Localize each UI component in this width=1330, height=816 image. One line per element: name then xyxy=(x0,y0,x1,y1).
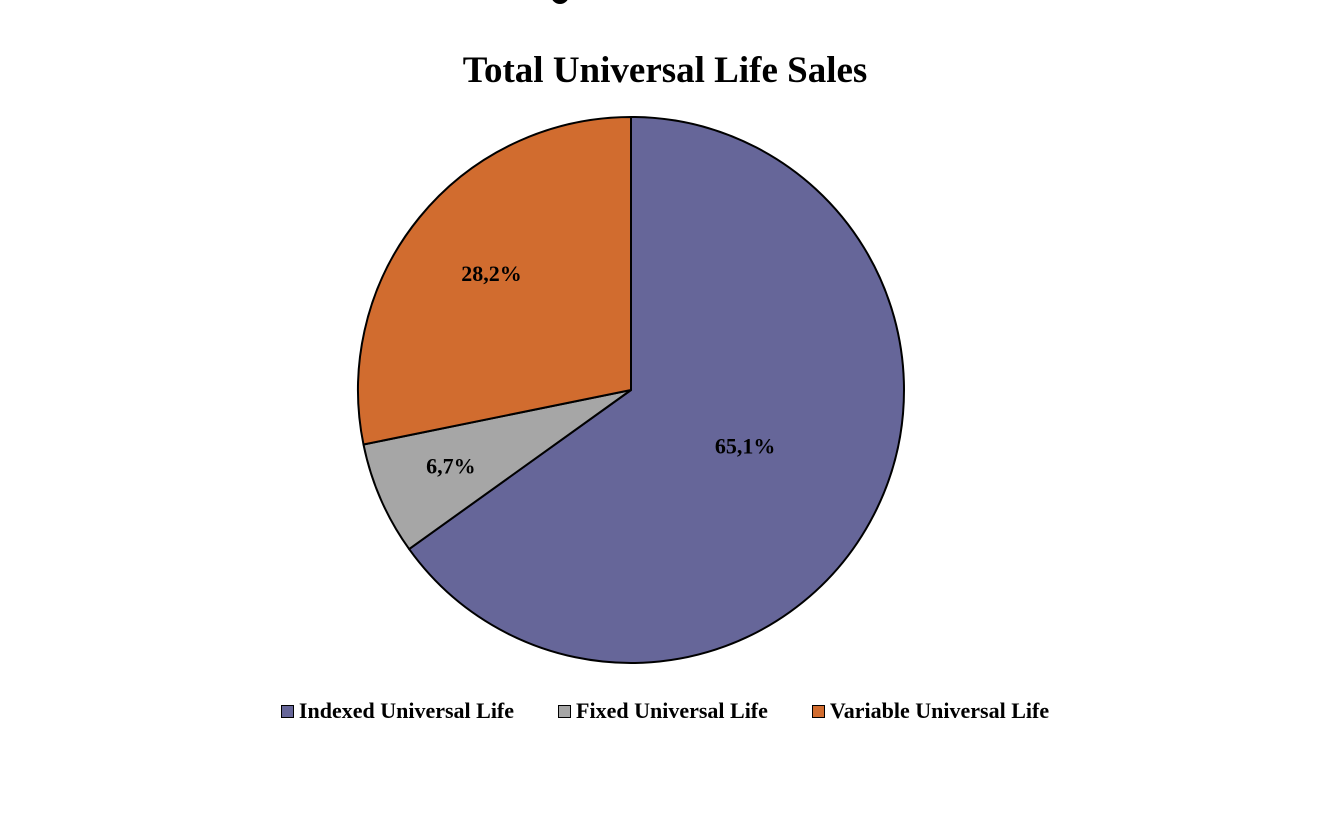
cropped-mark xyxy=(551,0,569,4)
legend-label-indexed: Indexed Universal Life xyxy=(298,698,515,723)
legend-item-indexed: Indexed Universal Life xyxy=(280,698,515,724)
legend-item-fixed: Fixed Universal Life xyxy=(558,698,768,724)
legend-item-variable: Variable Universal Life xyxy=(811,698,1050,724)
chart-title: Total Universal Life Sales xyxy=(462,50,868,91)
pie-slice-variable xyxy=(357,116,632,446)
legend-label-variable: Variable Universal Life xyxy=(829,698,1050,723)
legend-swatch-variable xyxy=(811,704,825,718)
data-label-indexed: 65,1% xyxy=(715,434,776,459)
legend-swatch-fixed xyxy=(558,704,572,718)
pie-slice-fixed xyxy=(362,389,632,551)
data-label-variable: 28,2% xyxy=(461,261,522,286)
legend-swatch-indexed xyxy=(280,704,294,718)
legend: Indexed Universal Life Fixed Universal L… xyxy=(0,698,1330,724)
data-label-fixed: 6,7% xyxy=(426,454,476,479)
pie-slice-indexed xyxy=(408,116,905,664)
legend-label-fixed: Fixed Universal Life xyxy=(576,698,768,723)
